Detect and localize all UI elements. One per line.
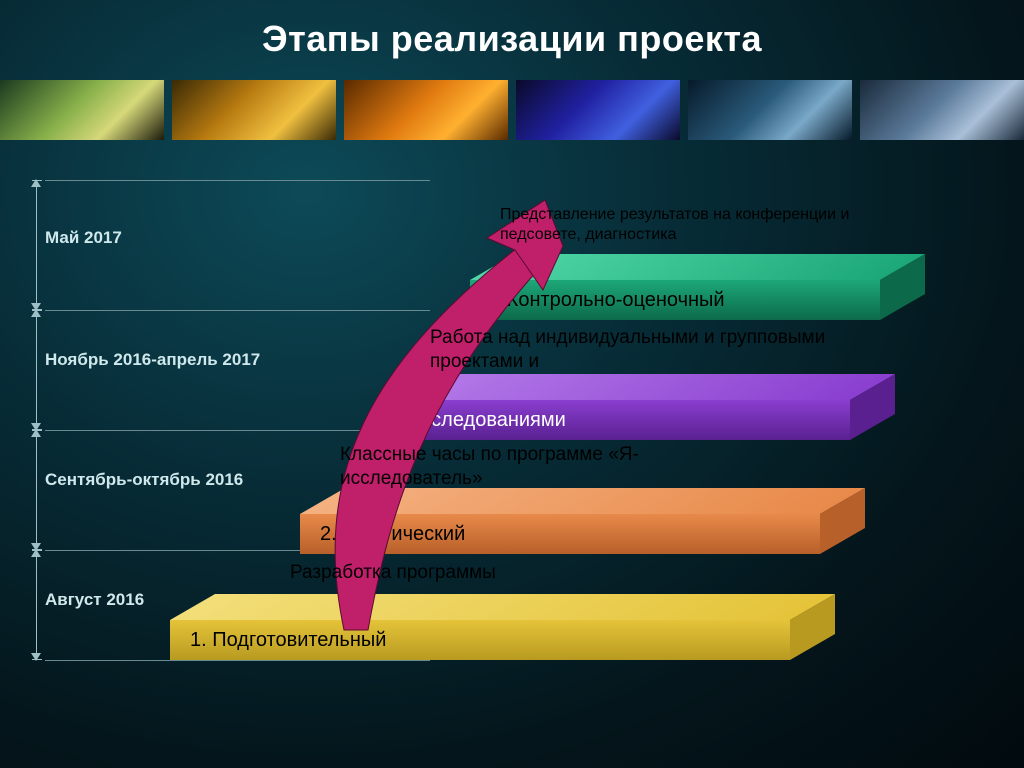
step-desc: Классные часы по программе «Я-исследоват… <box>340 443 770 491</box>
step-desc: Представление результатов на конференции… <box>500 205 900 245</box>
step-desc: Работа над индивидуальными и групповыми … <box>430 326 850 374</box>
step-desc: Разработка программы <box>290 561 496 585</box>
swoosh-arrow <box>0 0 1024 768</box>
diagram-stage: Май 2017Ноябрь 2016-апрель 2017Сентябрь-… <box>0 0 1024 768</box>
